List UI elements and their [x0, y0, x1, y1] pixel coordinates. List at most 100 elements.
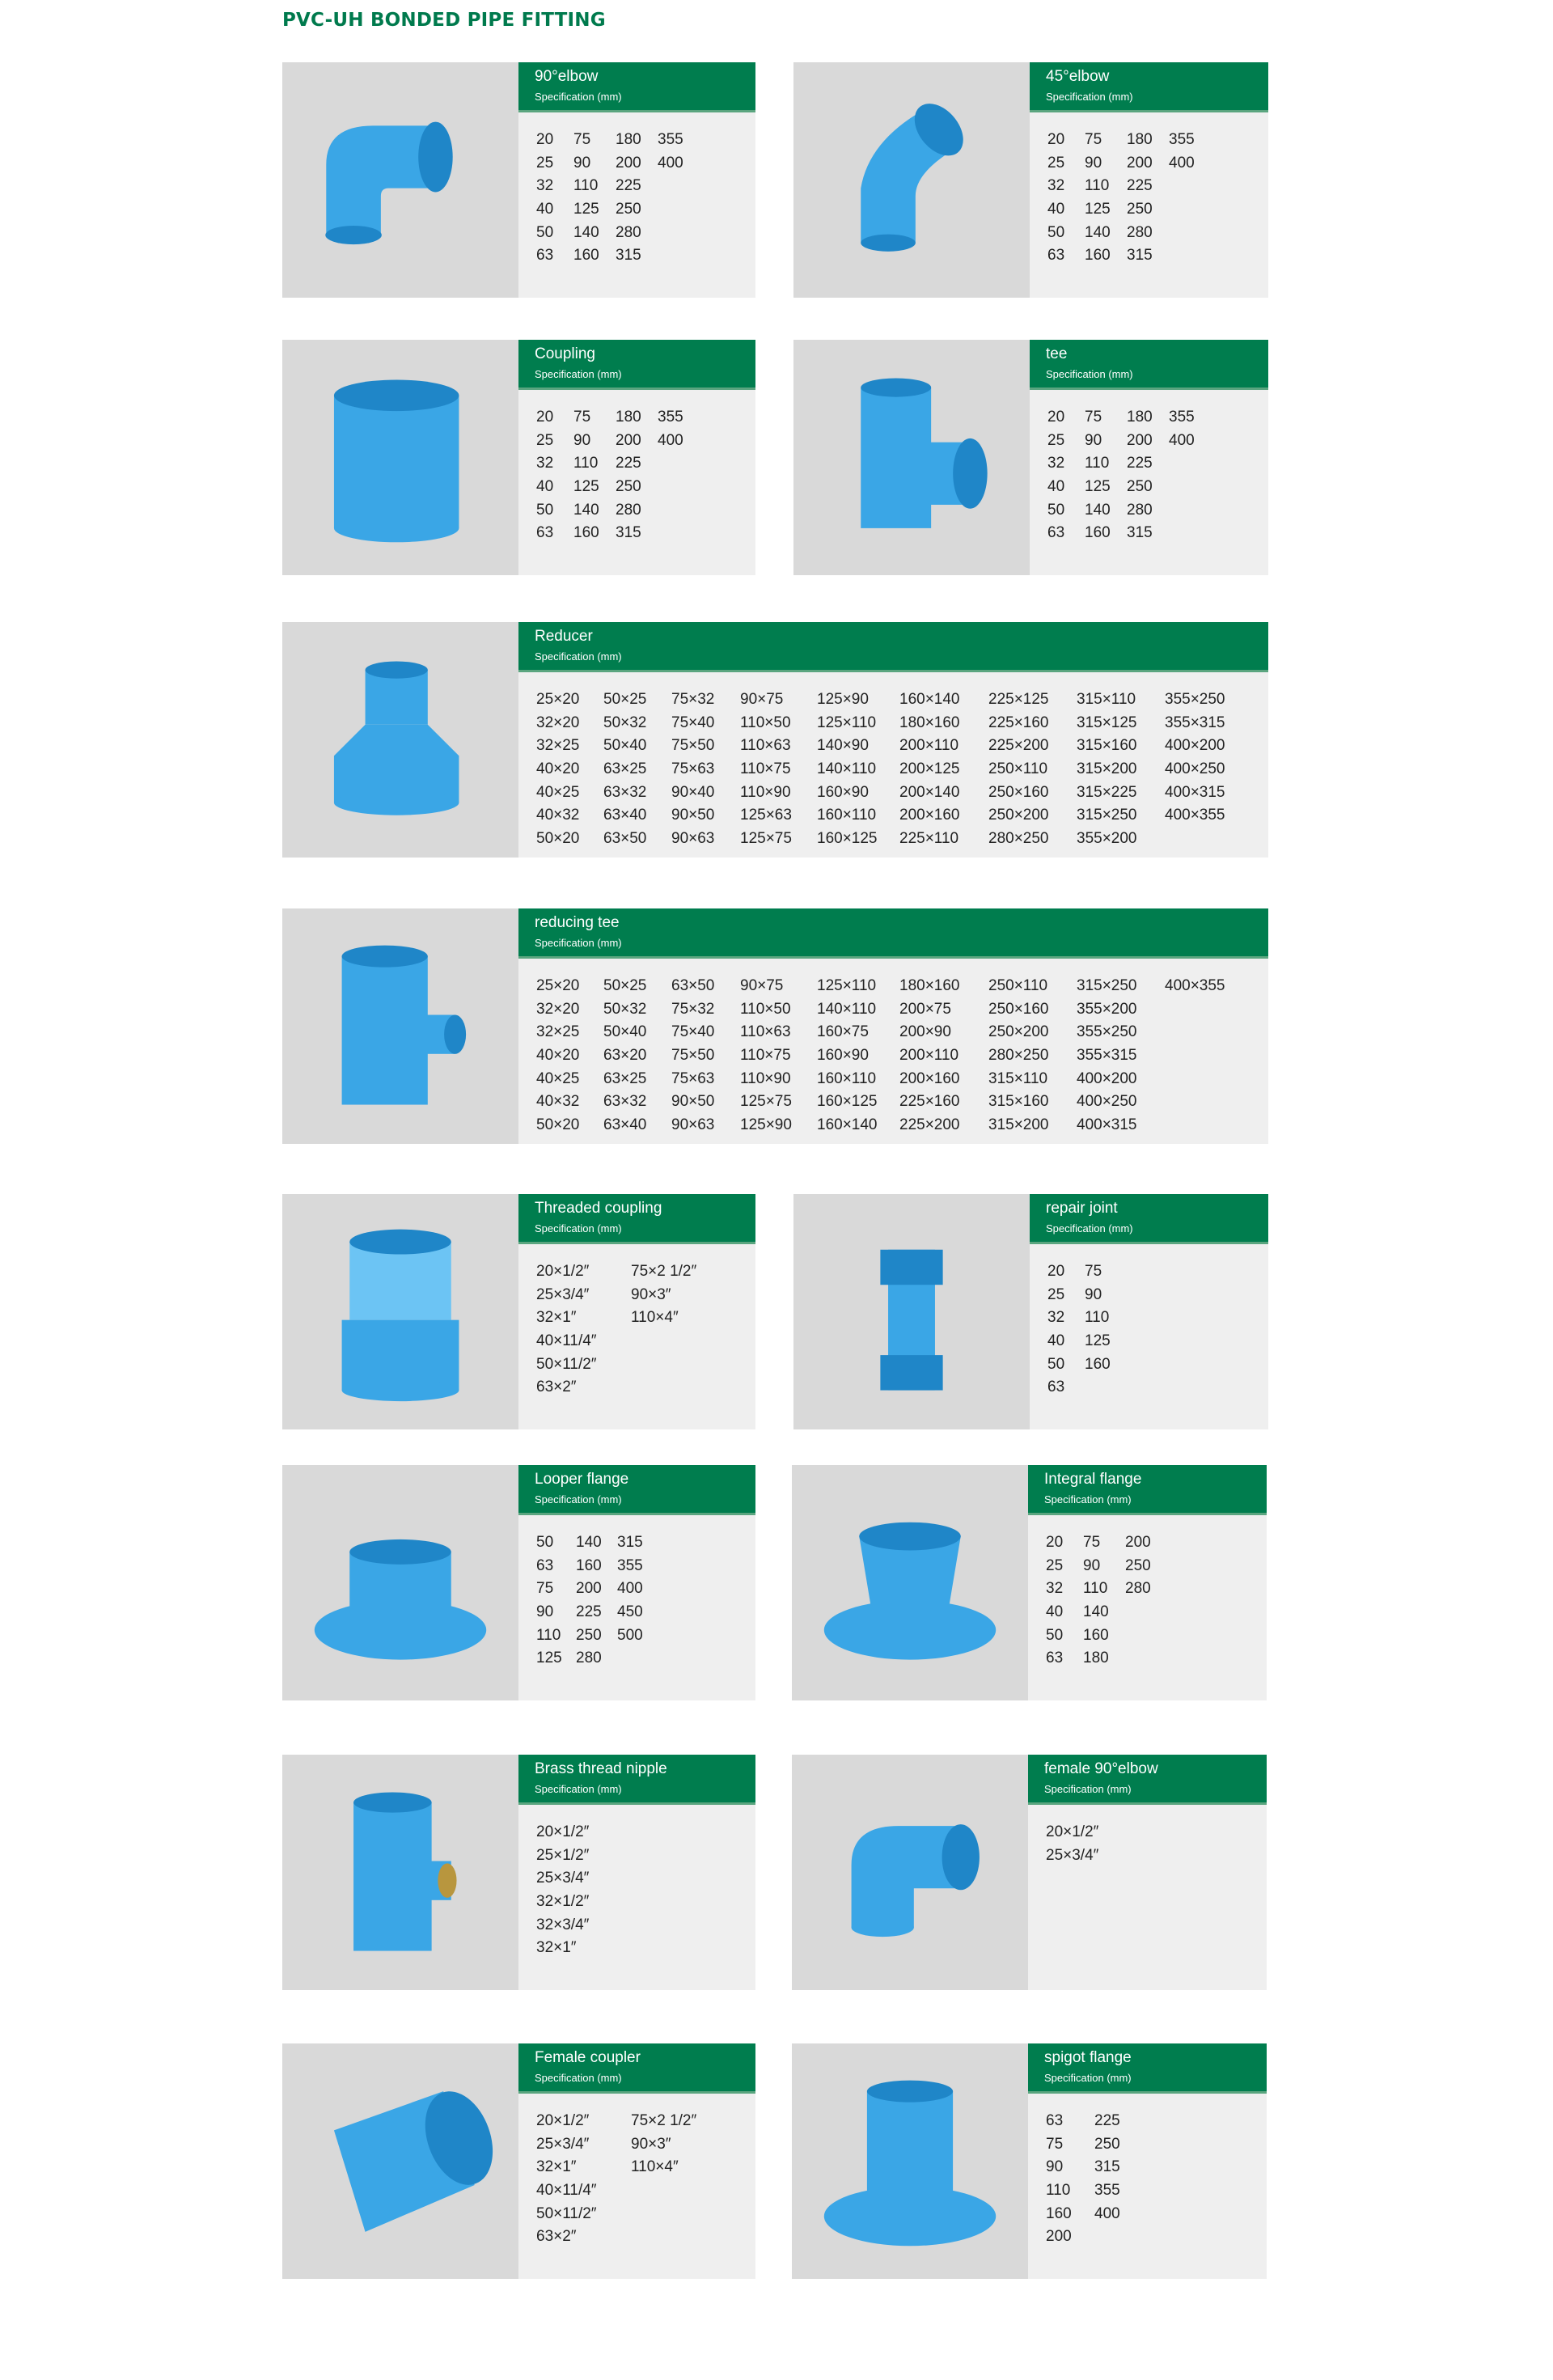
spec-value: 400×200	[1165, 737, 1225, 755]
spec-value: 280	[576, 1649, 602, 1667]
spec-row: 25×20 50×25 75×32 90×75 125×90 160×140 225×125…	[536, 688, 1268, 712]
spec-value: 160×125	[817, 1093, 878, 1111]
female-coupler-image	[333, 2090, 493, 2232]
spec-value: 180	[616, 409, 641, 426]
spec-value: 75×32	[671, 691, 715, 708]
product-card-coupling: Coupling Specification (mm) 20 75 180 355 25…	[282, 340, 755, 575]
product-image	[282, 1755, 518, 1990]
spec-value: 225×160	[899, 1093, 960, 1111]
spec-row: 50 140 280	[536, 222, 755, 245]
elbow-45-image	[861, 103, 963, 252]
product-name: Reducer	[535, 628, 593, 645]
reducer-image	[333, 660, 459, 815]
spec-row: 25 90 250	[1046, 1555, 1267, 1578]
spec-value: 32×25	[536, 737, 580, 755]
spec-value: 125×75	[740, 1093, 792, 1111]
spec-value: 125	[1085, 1332, 1111, 1350]
spec-value: 160×90	[817, 1047, 869, 1065]
spec-row: 110 355	[1046, 2179, 1267, 2203]
spec-row: 40×25 63×32 90×40 110×90 160×90 200×140 250×16…	[536, 781, 1268, 805]
spec-value: 50×11/2″	[536, 2204, 597, 2222]
spec-row: 50 160	[1047, 1353, 1268, 1377]
spec-value: 110×63	[740, 737, 791, 755]
product-name: 45°elbow	[1046, 68, 1110, 85]
spec-row: 40 125 250	[536, 198, 755, 222]
product-card-looper-flange: Looper flange Specification (mm) 50 140 31…	[282, 1465, 755, 1700]
card-header: Reducer Specification (mm)	[518, 622, 1268, 672]
spec-value: 50×32	[603, 1000, 647, 1018]
spec-value: 225	[1127, 455, 1153, 472]
spec-row: 40 125 250	[1047, 198, 1268, 222]
spec-value: 40×11/4″	[536, 1332, 597, 1350]
spec-value: 280	[1125, 1580, 1151, 1598]
spec-row: 20 75 200	[1046, 1531, 1267, 1555]
spec-row: 32×1/2″	[536, 1891, 755, 1914]
spec-table: 20 75 180 355 25 90 200 400 32 110 225 40 125 250 50 14…	[518, 112, 755, 268]
spec-value: 160	[1083, 1626, 1109, 1644]
spec-value: 225	[616, 455, 641, 472]
spec-value: 200	[1046, 2228, 1072, 2246]
spec-value: 90	[573, 154, 591, 172]
spec-value: 280	[1127, 223, 1153, 241]
spec-value: 90	[1085, 431, 1102, 449]
product-name: female 90°elbow	[1044, 1760, 1158, 1777]
spec-row: 40 125 250	[536, 476, 755, 499]
spec-value: 125×75	[740, 830, 792, 848]
product-image	[792, 1755, 1028, 1990]
spec-value: 180	[1127, 409, 1153, 426]
spec-value: 50×20	[536, 830, 580, 848]
spec-value: 400	[617, 1580, 643, 1598]
spec-row: 32×25 50×40 75×40 110×63 160×75 200×90 250×200…	[536, 1021, 1268, 1044]
spec-value: 200	[616, 431, 641, 449]
spec-value: 125×110	[817, 977, 877, 994]
spec-value: 250	[1127, 478, 1153, 496]
spec-value: 90×75	[740, 691, 784, 708]
spec-value: 110	[1083, 1580, 1108, 1598]
spec-row: 63×2″	[536, 2225, 755, 2249]
spec-label: Specification (mm)	[535, 91, 622, 103]
spec-value: 355×250	[1077, 1023, 1137, 1041]
spec-value: 40	[1047, 478, 1065, 496]
spec-value: 25×20	[536, 977, 580, 994]
spec-value: 75	[536, 1580, 554, 1598]
spec-value: 25×3/4″	[536, 2135, 590, 2153]
product-card-female-coupler: Female coupler Specification (mm) 20×1/2…	[282, 2043, 755, 2279]
spec-value: 50	[536, 501, 554, 519]
spec-value: 25×20	[536, 691, 580, 708]
spec-value: 225	[616, 177, 641, 195]
card-header: spigot flange Specification (mm)	[1028, 2043, 1267, 2094]
spec-value: 400	[658, 154, 683, 172]
spec-value: 250×110	[988, 977, 1048, 994]
spec-value: 160	[573, 247, 599, 265]
spigot-flange-image	[823, 2080, 997, 2246]
spec-table: 20×1/2″ 25×1/2″ 25×3/4″ 32×1/2″ 32×3/4″ 32×1″	[518, 1805, 755, 1960]
spec-row: 32×1″ 110×4″	[536, 2156, 755, 2179]
spec-row: 75 250	[1046, 2133, 1267, 2157]
spec-row: 32 110 225	[536, 175, 755, 198]
spec-value: 110×63	[740, 1023, 791, 1041]
spec-value: 25×3/4″	[536, 1870, 590, 1887]
product-card-reducer: Reducer Specification (mm) 25×20 50×25 75×…	[282, 622, 1268, 858]
spec-table: 25×20 50×25 75×32 90×75 125×90 160×140 225×125…	[518, 672, 1268, 851]
spec-row: 25×20 50×25 63×50 90×75 125×110 180×160 250×11…	[536, 975, 1268, 998]
spec-value: 225×110	[899, 830, 959, 848]
spec-row: 63 160 315	[536, 244, 755, 268]
spec-value: 400×200	[1077, 1069, 1137, 1087]
spec-value: 110	[573, 177, 599, 195]
spec-value: 140	[576, 1534, 602, 1551]
spec-row: 25 90 200 400	[1047, 430, 1268, 453]
spec-row: 50×20 63×40 90×63 125×90 160×140 225×200 315×2…	[536, 1114, 1268, 1137]
spec-value: 225×200	[899, 1116, 960, 1134]
spec-value: 90×50	[671, 807, 715, 824]
product-name: repair joint	[1046, 1200, 1118, 1217]
spec-row: 25×3/4″ 90×3″	[536, 1284, 755, 1307]
spec-row: 40×32 63×40 90×50 125×63 160×110 200×160 250×2…	[536, 804, 1268, 828]
spec-value: 160	[576, 1556, 602, 1574]
spec-value: 250×160	[988, 783, 1049, 801]
spec-label: Specification (mm)	[1044, 1783, 1132, 1795]
card-header: reducing tee Specification (mm)	[518, 908, 1268, 959]
spec-table: 20×1/2″ 75×2 1/2″ 25×3/4″ 90×3″ 32×1″ 110×4″ 4…	[518, 2094, 755, 2249]
spec-value: 250	[616, 478, 641, 496]
spec-value: 40×25	[536, 1069, 580, 1087]
spec-value: 25	[1047, 431, 1065, 449]
